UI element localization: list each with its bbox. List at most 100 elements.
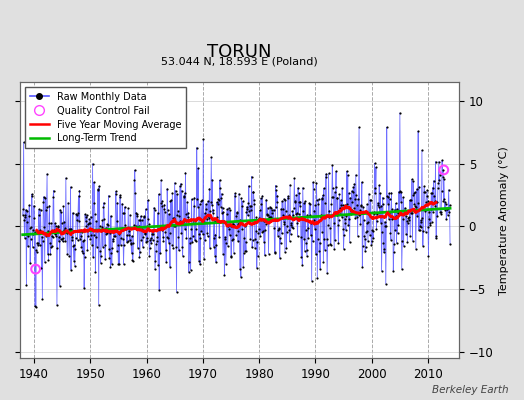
Point	[146, 237, 155, 244]
Point	[112, 191, 120, 197]
Point	[168, 190, 177, 196]
Point	[201, 210, 209, 216]
Point	[420, 183, 429, 190]
Point	[191, 237, 199, 243]
Point	[88, 242, 96, 248]
Point	[326, 241, 335, 247]
Point	[328, 162, 336, 169]
Point	[320, 236, 329, 242]
Point	[19, 206, 27, 212]
Point	[227, 254, 235, 261]
Point	[417, 224, 425, 230]
Point	[198, 197, 206, 203]
Point	[100, 216, 108, 223]
Point	[148, 237, 157, 244]
Point	[73, 211, 81, 218]
Point	[367, 242, 375, 248]
Point	[31, 304, 40, 310]
Point	[425, 215, 433, 222]
Point	[68, 234, 77, 240]
Point	[258, 228, 266, 235]
Point	[152, 248, 160, 255]
Point	[278, 212, 287, 218]
Point	[299, 208, 308, 214]
Point	[47, 220, 56, 226]
Point	[285, 227, 293, 233]
Point	[54, 222, 62, 229]
Point	[352, 172, 360, 178]
Point	[81, 218, 90, 224]
Point	[285, 212, 293, 219]
Point	[406, 233, 414, 239]
Point	[145, 252, 154, 259]
Point	[95, 222, 104, 229]
Point	[392, 240, 401, 246]
Point	[289, 212, 298, 218]
Point	[366, 232, 374, 238]
Point	[215, 234, 223, 240]
Point	[24, 243, 32, 250]
Point	[176, 218, 184, 224]
Point	[398, 216, 407, 222]
Point	[301, 198, 309, 205]
Point	[302, 240, 310, 246]
Point	[182, 235, 191, 241]
Point	[383, 124, 391, 130]
Point	[155, 287, 163, 293]
Point	[423, 187, 431, 194]
Point	[345, 239, 354, 245]
Point	[53, 302, 61, 308]
Point	[121, 222, 129, 228]
Point	[182, 211, 190, 217]
Point	[323, 270, 331, 276]
Point	[185, 258, 193, 265]
Point	[351, 215, 359, 222]
Point	[300, 200, 308, 206]
Point	[37, 229, 45, 235]
Point	[151, 266, 159, 273]
Point	[387, 190, 396, 196]
Point	[188, 196, 196, 202]
Point	[56, 282, 64, 289]
Point	[303, 253, 311, 259]
Point	[268, 217, 277, 223]
Point	[165, 239, 173, 246]
Point	[154, 262, 162, 268]
Point	[296, 190, 304, 197]
Point	[172, 289, 181, 295]
Point	[27, 191, 36, 198]
Point	[249, 189, 257, 196]
Point	[271, 182, 280, 189]
Point	[261, 220, 270, 227]
Point	[64, 200, 72, 206]
Point	[157, 203, 166, 209]
Point	[443, 206, 452, 212]
Point	[253, 238, 261, 245]
Point	[88, 226, 96, 232]
Point	[80, 237, 88, 244]
Point	[35, 206, 43, 212]
Point	[439, 166, 447, 173]
Point	[53, 224, 62, 230]
Point	[286, 182, 294, 188]
Point	[297, 254, 305, 260]
Point	[204, 198, 212, 205]
Point	[37, 264, 46, 271]
Point	[48, 242, 56, 249]
Point	[36, 207, 45, 213]
Point	[118, 200, 126, 207]
Point	[417, 219, 425, 225]
Point	[287, 220, 296, 226]
Point	[301, 226, 310, 233]
Point	[124, 238, 132, 244]
Point	[131, 190, 139, 197]
Point	[308, 278, 316, 284]
Point	[380, 246, 389, 253]
Point	[174, 234, 183, 240]
Point	[259, 227, 267, 234]
Point	[198, 218, 206, 225]
Point	[214, 201, 222, 208]
Point	[245, 182, 253, 189]
Point	[401, 204, 409, 211]
Point	[326, 225, 334, 231]
